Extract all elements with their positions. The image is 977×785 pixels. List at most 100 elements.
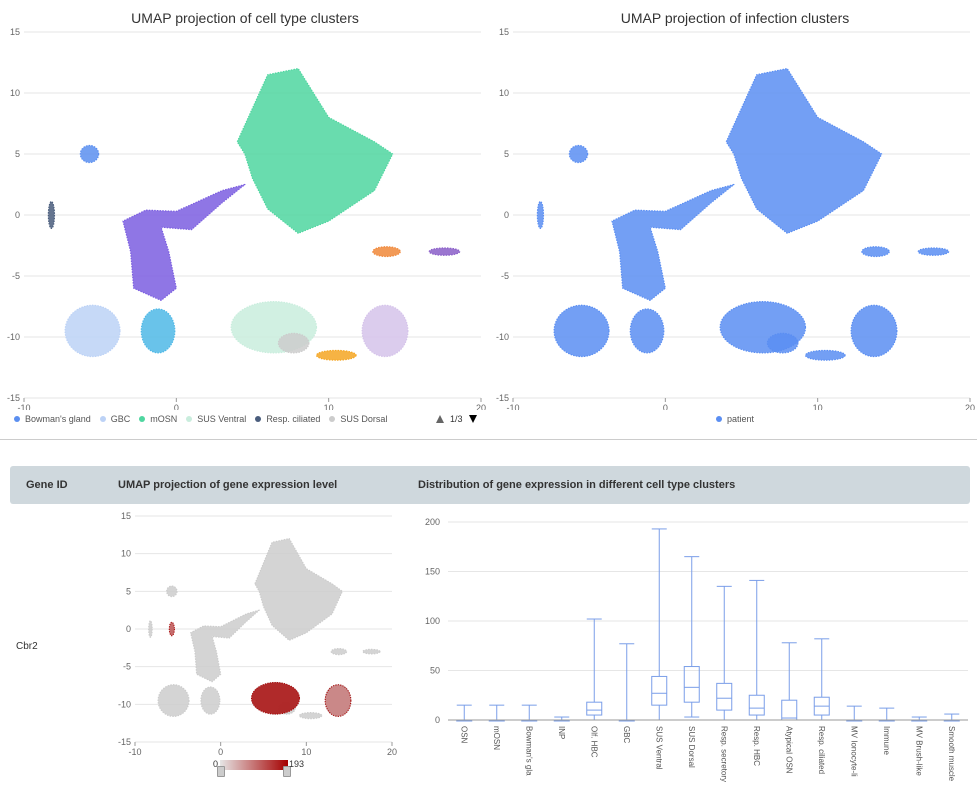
cluster-olf-hbc (200, 686, 221, 715)
legend-page-indicator: 1/3 (450, 414, 463, 424)
legend-dot-icon (255, 416, 262, 422)
infection-umap-title: UMAP projection of infection clusters (620, 10, 850, 26)
expression-color-scale[interactable]: 0 193 (213, 759, 304, 780)
x-tick-label: 20 (387, 747, 397, 757)
section-divider (0, 439, 977, 440)
y-tick-label: 0 (435, 715, 440, 725)
x-tick-label: -10 (128, 747, 141, 757)
y-tick-label: 0 (126, 624, 131, 634)
y-tick-label: -5 (501, 271, 509, 281)
y-tick-label: 50 (430, 666, 440, 676)
legend-next-icon[interactable] (468, 415, 477, 423)
legend-label: GBC (110, 414, 131, 424)
legend-item[interactable]: Bowman's gland (14, 414, 91, 424)
cluster-resp-secretory (315, 349, 357, 361)
cluster-resp-hbc (850, 304, 898, 358)
legend-dot-icon (99, 416, 106, 422)
cluster-bowman-s-gland (166, 585, 178, 598)
cluster-immune (861, 246, 890, 258)
scale-min-handle[interactable] (217, 766, 225, 777)
y-tick-label: -5 (123, 662, 131, 672)
legend-pager: 1/3 (436, 414, 477, 424)
cluster-resp-hbc (361, 304, 409, 358)
legend-item[interactable]: patient (716, 414, 754, 424)
cluster-smooth-muscle (428, 247, 461, 256)
legend-item[interactable]: SUS Ventral (186, 414, 246, 424)
high-expression-region (324, 684, 352, 717)
box-body (716, 682, 733, 711)
cluster-olf-hbc (140, 308, 176, 354)
x-tick-label: 20 (476, 403, 486, 410)
gene-id-cell[interactable]: Cbr2 (16, 641, 38, 652)
y-tick-label: -15 (496, 393, 509, 403)
scale-max-handle[interactable] (283, 766, 291, 777)
y-tick-label: 0 (15, 210, 20, 220)
box-body (781, 699, 798, 721)
legend-item[interactable]: Resp. ciliated (255, 414, 320, 424)
cluster-gbc (553, 304, 610, 358)
legend-dot-icon (186, 416, 193, 422)
legend-item[interactable]: mOSN (139, 414, 177, 424)
x-tick-label: 0 (218, 747, 223, 757)
cluster-mosn (236, 67, 394, 234)
legend-prev-icon[interactable] (436, 415, 444, 423)
legend-label: SUS Dorsal (340, 414, 388, 424)
y-tick-label: -10 (496, 332, 509, 342)
cluster-resp-ciliated (148, 620, 153, 638)
y-tick-label: -5 (12, 271, 20, 281)
legend-dot-icon (14, 416, 20, 422)
x-tick-label: 0 (663, 403, 668, 410)
gene-table-header (10, 466, 970, 504)
header-gene-id: Gene ID (26, 479, 68, 491)
x-category-label: Atypical OSN (784, 726, 793, 774)
box-body (586, 701, 603, 716)
y-tick-label: 0 (504, 210, 509, 220)
y-tick-label: -10 (7, 332, 20, 342)
cluster-mosn (254, 538, 343, 641)
box-body (748, 694, 765, 716)
y-tick-label: 5 (504, 149, 509, 159)
legend-label: SUS Ventral (197, 414, 247, 424)
y-tick-label: 200 (425, 517, 440, 527)
cluster-bowman-s-gland (79, 144, 100, 164)
legend-label: patient (727, 414, 755, 424)
legend-label: mOSN (150, 414, 178, 424)
x-category-label: MV Ionocyte-li (849, 726, 858, 777)
color-scale-bar (220, 760, 288, 770)
cluster-inp (190, 609, 260, 683)
cluster-immune (372, 246, 401, 258)
y-tick-label: 10 (10, 88, 20, 98)
y-tick-label: 10 (499, 88, 509, 98)
x-category-label: Bowman's gla (524, 726, 533, 776)
x-category-label: Resp. HBC (752, 726, 761, 766)
legend-item[interactable]: GBC (99, 414, 131, 424)
legend-label: Resp. ciliated (266, 414, 321, 424)
x-tick-label: -10 (17, 403, 30, 410)
header-distribution: Distribution of gene expression in diffe… (418, 479, 736, 491)
high-expression-region (251, 681, 300, 715)
scale-max-value: 193 (289, 759, 305, 769)
x-tick-label: 10 (813, 403, 823, 410)
x-category-label: INP (557, 726, 566, 739)
infection-legend: patient (716, 414, 763, 424)
cluster-immune (330, 647, 348, 656)
cluster-mosn (725, 67, 883, 234)
cluster-smooth-muscle (917, 247, 950, 256)
legend-label: Bowman's gland (25, 414, 91, 424)
y-tick-label: 15 (10, 27, 20, 37)
legend-item[interactable]: SUS Dorsal (329, 414, 387, 424)
x-category-label: OSN (459, 726, 468, 744)
x-category-label: Resp. secretory (719, 726, 728, 782)
x-tick-label: 10 (301, 747, 311, 757)
cell-type-umap-title: UMAP projection of cell type clusters (131, 10, 359, 26)
cluster-sus-dorsal (277, 332, 310, 354)
legend-dot-icon (716, 416, 722, 422)
header-umap-expression: UMAP projection of gene expression level (118, 479, 338, 491)
cluster-resp-secretory (298, 712, 323, 720)
legend-dot-icon (139, 416, 146, 422)
cluster-inp (611, 183, 735, 301)
expression-boxplot-chart[interactable]: 0 50 100 150 200 OSN mOSN Bowman's gla INP Olf. H… (418, 508, 977, 785)
